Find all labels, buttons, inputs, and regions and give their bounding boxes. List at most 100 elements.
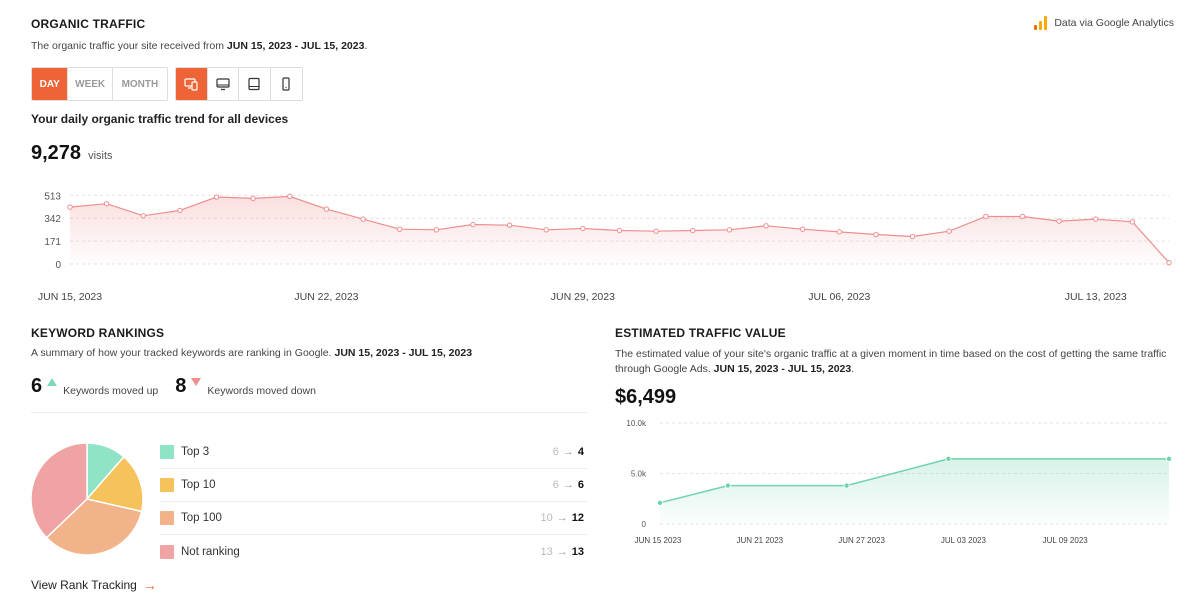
pie-slice-not-ranking	[30, 442, 88, 539]
mobile-button[interactable]	[271, 68, 302, 100]
data-source-label: Data via Google Analytics	[1054, 17, 1174, 29]
organic-date-range: JUN 15, 2023 - JUL 15, 2023	[226, 40, 365, 52]
tablet-button[interactable]	[239, 68, 271, 100]
organic-traffic-chart: 0 171 342 513 JUN 15, 2023 JUN 22, 2023 JUN 29…	[38, 191, 1172, 303]
legend-arrow: →	[556, 512, 568, 524]
moved-up-label: Keywords moved up	[63, 384, 159, 397]
organic-point	[726, 227, 733, 233]
organic-point	[1093, 216, 1099, 222]
organic-point	[103, 201, 110, 207]
value-subtitle-suffix: .	[851, 363, 855, 375]
desktop-button[interactable]	[208, 68, 239, 100]
keyword-subtitle-text: A summary of how your tracked keywords a…	[31, 347, 335, 359]
organic-point	[1129, 219, 1136, 225]
legend-swatch	[160, 445, 174, 459]
value-point	[657, 499, 664, 506]
value-subtitle-line1: The estimated value of your site's organ…	[615, 348, 1167, 360]
organic-traffic-title: ORGANIC TRAFFIC	[31, 17, 146, 31]
x-tick-label: JUN 27 2023	[838, 536, 885, 545]
organic-point	[763, 223, 769, 229]
organic-point	[67, 204, 73, 210]
organic-point	[1019, 213, 1026, 220]
mobile-icon	[282, 77, 290, 91]
organic-point	[946, 228, 952, 234]
organic-point	[616, 227, 623, 234]
period-day-button[interactable]: DAY	[32, 68, 69, 100]
legend-swatch	[160, 544, 174, 559]
google-analytics-icon	[1034, 16, 1048, 30]
organic-area	[70, 196, 1169, 264]
organic-point	[397, 226, 403, 232]
organic-point	[873, 231, 879, 238]
value-point	[945, 455, 952, 462]
moved-up-icon	[47, 377, 58, 386]
all-devices-icon	[184, 78, 198, 91]
x-tick-label: JUL 06, 2023	[808, 291, 870, 303]
legend-row-not-ranking: Not ranking 13 → 13	[160, 535, 588, 568]
organic-point	[470, 221, 476, 228]
organic-point	[690, 227, 696, 234]
legend-from: 6	[552, 479, 559, 491]
legend-swatch	[160, 478, 174, 492]
organic-point	[506, 222, 513, 228]
value-date-range: JUN 15, 2023 - JUL 15, 2023	[713, 363, 852, 375]
organic-point	[983, 213, 989, 220]
pie-slice-top-100	[45, 498, 143, 556]
organic-point	[213, 194, 220, 200]
keyword-date-range: JUN 15, 2023 - JUL 15, 2023	[334, 347, 473, 359]
organic-subtitle-suffix: .	[364, 40, 368, 52]
legend-arrow: →	[562, 446, 574, 458]
keyword-rankings-subtitle: A summary of how your tracked keywords a…	[31, 347, 472, 359]
rank-tracking-label: View Rank Tracking	[31, 578, 137, 592]
legend-label: Not ranking	[181, 545, 240, 558]
x-tick-label: JUN 22, 2023	[294, 291, 358, 303]
period-month-button[interactable]: MONTH	[121, 78, 159, 90]
organic-point	[140, 213, 146, 219]
value-area	[660, 458, 1169, 524]
legend-values: 13 → 13	[541, 546, 585, 558]
legend-from: 13	[540, 545, 553, 558]
moved-down-icon	[191, 377, 202, 386]
legend-arrow: →	[556, 545, 568, 558]
organic-point	[1166, 259, 1172, 266]
organic-point	[360, 216, 366, 222]
organic-point	[836, 229, 842, 235]
x-tick-label: JUL 09 2023	[1043, 536, 1089, 545]
organic-point	[250, 195, 256, 202]
tablet-icon	[248, 77, 260, 91]
period-week-button[interactable]: WEEK	[68, 68, 113, 100]
y-tick-label: 5.0k	[631, 470, 647, 479]
visits-value: 9,278	[31, 142, 82, 164]
traffic-value-subtitle: The estimated value of your site's organ…	[615, 347, 1175, 377]
legend-values: 6 → 4	[553, 446, 584, 458]
organic-point	[323, 206, 330, 212]
arrow-right-icon: →	[142, 577, 157, 593]
all-devices-button[interactable]	[176, 68, 208, 100]
keyword-divider	[31, 412, 588, 413]
x-tick-label: JUL 03 2023	[941, 536, 987, 545]
moved-down-label: Keywords moved down	[207, 384, 316, 397]
visits-total: 9,278 visits	[31, 142, 113, 165]
y-tick-label: 171	[44, 237, 61, 248]
legend-to: 12	[571, 512, 584, 524]
trend-label: Your daily organic traffic trend for all…	[31, 112, 289, 126]
legend-to: 6	[577, 479, 584, 491]
organic-subtitle-text: The organic traffic your site received f…	[31, 40, 227, 52]
visits-unit: visits	[88, 150, 113, 162]
organic-point	[1056, 218, 1062, 224]
keyword-legend: Top 3 6 → 4 Top 10 6 → 6 Top 100 10 → 12…	[160, 436, 588, 568]
legend-label: Top 10	[181, 479, 216, 491]
legend-from: 10	[540, 512, 553, 524]
value-point	[1166, 455, 1173, 462]
organic-traffic-subtitle: The organic traffic your site received f…	[31, 40, 367, 52]
legend-row-top-100: Top 100 10 → 12	[160, 502, 588, 535]
legend-to: 13	[571, 545, 584, 558]
legend-from: 6	[552, 446, 559, 458]
organic-point	[653, 228, 659, 234]
y-tick-label: 342	[44, 214, 61, 225]
view-rank-tracking-link[interactable]: View Rank Tracking →	[31, 577, 157, 593]
y-tick-label: 513	[44, 191, 61, 202]
device-selector	[175, 67, 303, 101]
x-tick-label: JUN 15, 2023	[38, 291, 102, 303]
moved-down-count: 8	[175, 375, 187, 397]
